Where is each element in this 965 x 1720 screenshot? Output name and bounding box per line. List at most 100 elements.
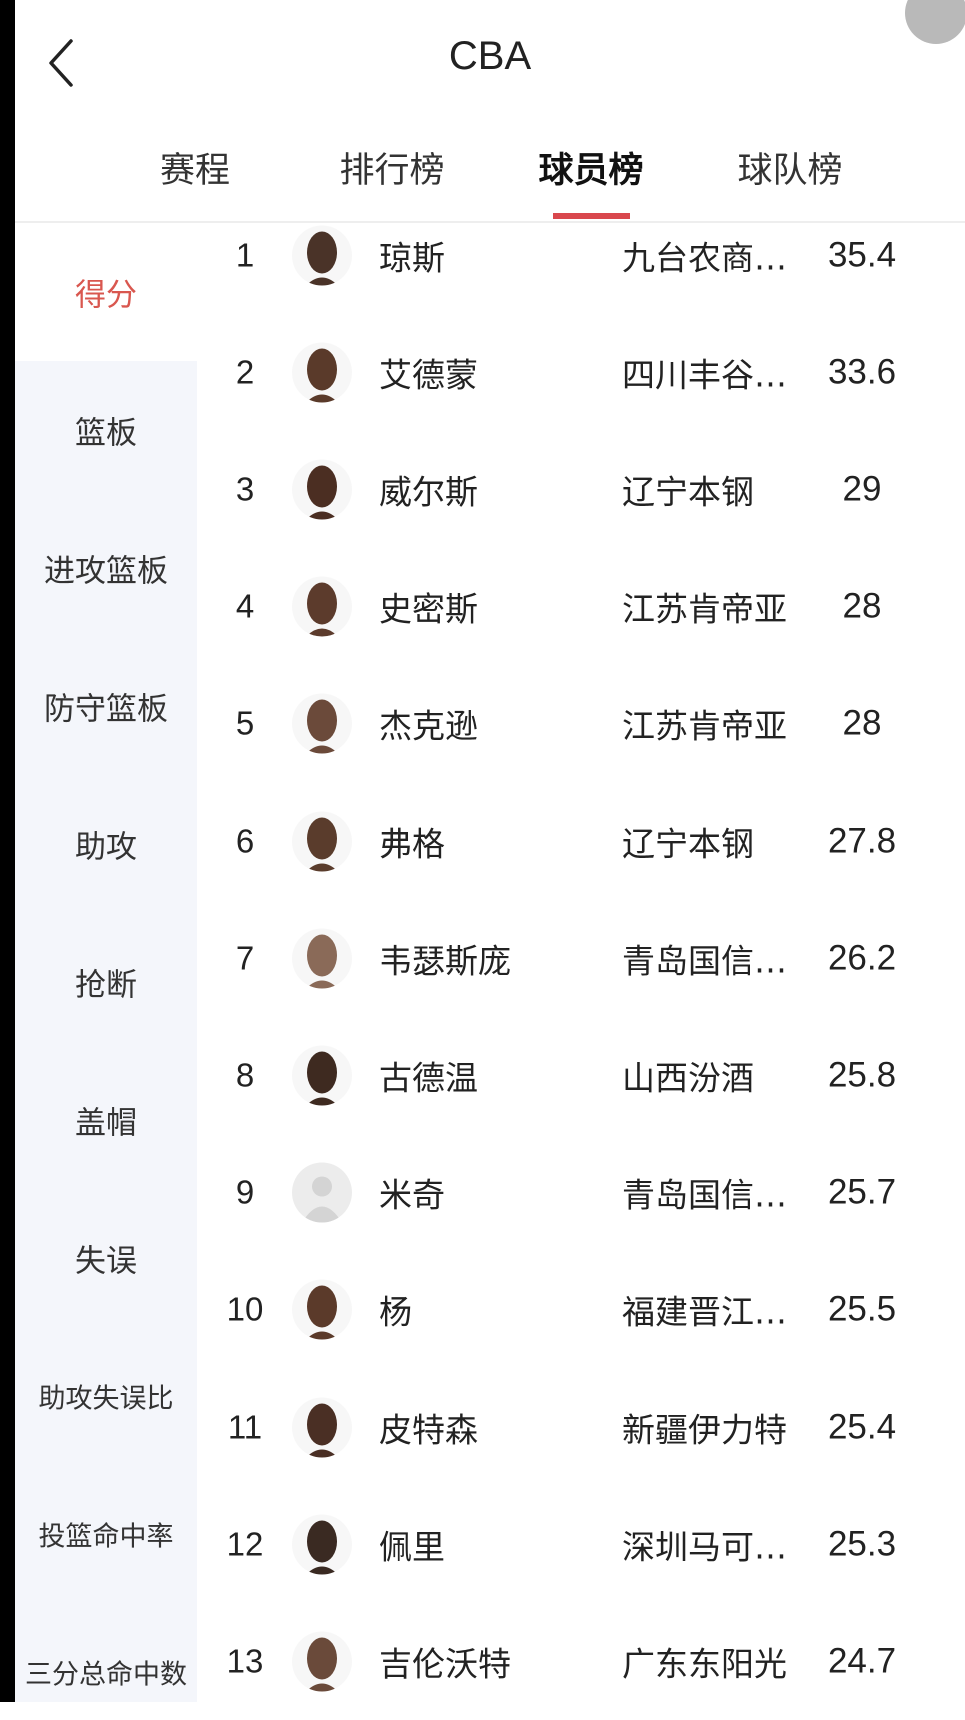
player-name: 弗格 xyxy=(379,824,445,863)
stat-value: 35.4 xyxy=(827,235,897,274)
player-name: 佩里 xyxy=(379,1527,445,1567)
player-rank: 6 xyxy=(235,822,255,859)
avatar-placeholder-icon xyxy=(292,1162,352,1223)
player-team: 深圳马可… xyxy=(622,1527,787,1567)
stat-value: 25.4 xyxy=(827,1407,897,1446)
player-rank: 5 xyxy=(235,704,255,742)
table-row[interactable]: 1 琼斯 九台农商… 35.4 xyxy=(197,197,965,314)
stat-value: 27.8 xyxy=(827,821,897,860)
stat-value: 28 xyxy=(842,703,882,743)
player-team: 江苏肯帝亚 xyxy=(622,589,787,629)
floating-circle-button[interactable] xyxy=(905,0,965,44)
stat-value: 28 xyxy=(842,586,882,626)
chevron-left-icon xyxy=(49,39,73,87)
player-rank: 12 xyxy=(226,1525,264,1563)
stat-value: 25.7 xyxy=(827,1172,897,1212)
player-avatar xyxy=(292,1397,352,1457)
table-row[interactable]: 12 佩里 深圳马可… 25.3 xyxy=(197,1486,965,1603)
player-avatar xyxy=(292,928,352,989)
stat-category-sidebar xyxy=(15,223,197,1702)
sidebar-item-4[interactable]: 助攻 xyxy=(75,829,137,866)
player-rank: 9 xyxy=(235,1173,255,1211)
player-name: 韦瑟斯庞 xyxy=(379,941,511,981)
player-team: 辽宁本钢 xyxy=(622,824,754,863)
sidebar-item-2[interactable]: 进攻篮板 xyxy=(44,553,168,590)
player-avatar xyxy=(292,1631,352,1692)
player-rank: 8 xyxy=(235,1056,255,1094)
player-name: 杨 xyxy=(379,1292,412,1332)
player-avatar xyxy=(292,342,352,403)
player-avatar xyxy=(292,459,352,520)
player-name: 杰克逊 xyxy=(379,706,478,746)
table-row[interactable]: 6 弗格 辽宁本钢 27.8 xyxy=(197,783,965,900)
player-name: 琼斯 xyxy=(379,238,445,277)
page-title: CBA xyxy=(448,34,532,78)
player-name: 皮特森 xyxy=(379,1410,478,1449)
sidebar-item-6[interactable]: 盖帽 xyxy=(75,1105,137,1142)
player-team: 江苏肯帝亚 xyxy=(622,706,787,746)
player-rank: 1 xyxy=(235,236,255,273)
stat-value: 25.3 xyxy=(827,1524,897,1564)
sidebar-item-7[interactable]: 失误 xyxy=(75,1243,137,1280)
stat-value: 24.7 xyxy=(827,1641,897,1681)
sidebar-item-9[interactable]: 投篮命中率 xyxy=(38,1521,174,1553)
player-name: 艾德蒙 xyxy=(379,355,478,395)
player-avatar xyxy=(292,225,352,285)
sidebar-item-5[interactable]: 抢断 xyxy=(75,967,137,1004)
header-divider xyxy=(15,221,965,223)
active-category-highlight xyxy=(15,223,197,361)
player-team: 新疆伊力特 xyxy=(622,1410,787,1449)
tab-player-leaders[interactable]: 球员榜 xyxy=(538,151,644,191)
player-team: 山西汾酒 xyxy=(622,1058,754,1098)
table-row[interactable]: 2 艾德蒙 四川丰谷… 33.6 xyxy=(197,314,965,431)
table-row[interactable]: 13 吉伦沃特 广东东阳光 24.7 xyxy=(197,1603,965,1720)
table-row[interactable]: 8 古德温 山西汾酒 25.8 xyxy=(197,1017,965,1134)
stat-value: 26.2 xyxy=(827,938,897,978)
stat-value: 29 xyxy=(842,469,882,509)
active-tab-indicator xyxy=(553,213,630,219)
player-rank: 4 xyxy=(235,587,255,625)
player-avatar xyxy=(292,576,352,637)
player-avatar xyxy=(292,1514,352,1575)
sidebar-item-1[interactable]: 篮板 xyxy=(75,415,137,452)
table-row[interactable]: 3 威尔斯 辽宁本钢 29 xyxy=(197,431,965,548)
stat-value: 33.6 xyxy=(827,352,897,392)
tab-bar: 赛程 排行榜 球员榜 球队榜 xyxy=(15,142,965,222)
player-team: 九台农商… xyxy=(622,238,787,277)
player-avatar xyxy=(292,811,352,871)
left-edge-strip xyxy=(0,0,15,1702)
player-avatar xyxy=(292,1279,352,1340)
player-name: 吉伦沃特 xyxy=(379,1644,511,1684)
stat-value: 25.5 xyxy=(827,1289,897,1329)
table-row[interactable]: 9 米奇 青岛国信… 25.7 xyxy=(197,1134,965,1251)
stat-value: 25.8 xyxy=(827,1055,897,1095)
tab-schedule[interactable]: 赛程 xyxy=(159,151,231,191)
table-row[interactable]: 11 皮特森 新疆伊力特 25.4 xyxy=(197,1369,965,1486)
table-row[interactable]: 5 杰克逊 江苏肯帝亚 28 xyxy=(197,665,965,782)
back-button[interactable] xyxy=(45,38,85,88)
player-name: 威尔斯 xyxy=(379,472,478,512)
player-rank: 7 xyxy=(235,939,255,977)
sidebar-item-8[interactable]: 助攻失误比 xyxy=(38,1383,174,1415)
table-row[interactable]: 10 杨 福建晋江… 25.5 xyxy=(197,1251,965,1368)
player-team: 福建晋江… xyxy=(622,1292,787,1332)
player-name: 史密斯 xyxy=(379,589,478,629)
player-team: 青岛国信… xyxy=(622,1175,787,1215)
player-rank: 10 xyxy=(226,1290,264,1328)
player-avatar xyxy=(292,693,352,754)
player-name: 米奇 xyxy=(379,1175,445,1215)
tab-rankings[interactable]: 排行榜 xyxy=(339,151,445,191)
player-team: 广东东阳光 xyxy=(622,1644,787,1684)
table-row[interactable]: 7 韦瑟斯庞 青岛国信… 26.2 xyxy=(197,900,965,1017)
tab-team-leaders[interactable]: 球队榜 xyxy=(737,151,843,191)
table-row[interactable]: 4 史密斯 江苏肯帝亚 28 xyxy=(197,548,965,665)
sidebar-item-10[interactable]: 三分总命中数 xyxy=(25,1659,187,1691)
sidebar-item-3[interactable]: 防守篮板 xyxy=(44,691,168,728)
player-team: 青岛国信… xyxy=(622,941,787,981)
player-rank: 11 xyxy=(227,1408,263,1445)
player-rank: 2 xyxy=(235,353,255,391)
player-team: 辽宁本钢 xyxy=(622,472,754,512)
player-name: 古德温 xyxy=(379,1058,478,1098)
player-avatar xyxy=(292,1045,352,1106)
sidebar-item-0[interactable]: 得分 xyxy=(75,277,137,314)
